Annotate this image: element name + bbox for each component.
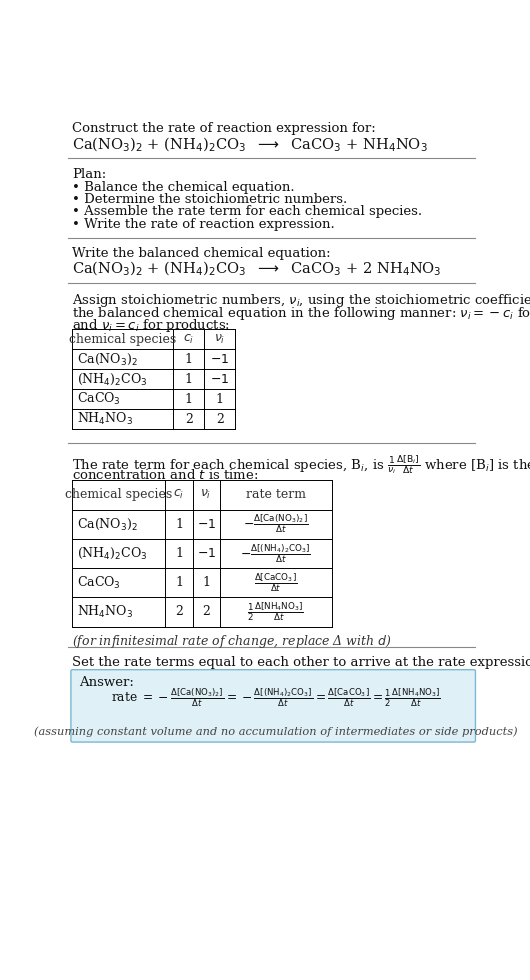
Text: CaCO$_3$: CaCO$_3$ [77,391,121,408]
Text: • Assemble the rate term for each chemical species.: • Assemble the rate term for each chemic… [73,206,422,219]
Text: Set the rate terms equal to each other to arrive at the rate expression:: Set the rate terms equal to each other t… [73,656,530,668]
Text: Plan:: Plan: [73,168,107,180]
FancyBboxPatch shape [71,669,475,742]
Text: Answer:: Answer: [78,676,134,689]
Text: 1: 1 [184,373,193,386]
Text: $-\frac{\Delta[\mathrm{Ca(NO_3)_2}]}{\Delta t}$: $-\frac{\Delta[\mathrm{Ca(NO_3)_2}]}{\De… [243,513,308,535]
Text: chemical species: chemical species [69,333,176,346]
Text: (for infinitesimal rate of change, replace Δ with $d$): (for infinitesimal rate of change, repla… [73,633,392,650]
Text: $c_i$: $c_i$ [173,488,184,502]
Text: 1: 1 [184,393,193,406]
Text: Ca(NO$_3$)$_2$ + (NH$_4$)$_2$CO$_3$  $\longrightarrow$  CaCO$_3$ + NH$_4$NO$_3$: Ca(NO$_3$)$_2$ + (NH$_4$)$_2$CO$_3$ $\lo… [73,135,428,154]
Text: $\nu_i$: $\nu_i$ [200,488,212,502]
Text: 2: 2 [216,413,224,426]
Text: $\frac{1}{2}\frac{\Delta[\mathrm{NH_4NO_3}]}{\Delta t}$: $\frac{1}{2}\frac{\Delta[\mathrm{NH_4NO_… [248,601,304,623]
Text: $\nu_i$: $\nu_i$ [214,333,225,346]
Text: Write the balanced chemical equation:: Write the balanced chemical equation: [73,247,331,260]
Text: • Write the rate of reaction expression.: • Write the rate of reaction expression. [73,218,335,230]
Text: $-\frac{\Delta[\mathrm{(NH_4)_2CO_3}]}{\Delta t}$: $-\frac{\Delta[\mathrm{(NH_4)_2CO_3}]}{\… [241,542,311,564]
Text: 1: 1 [184,353,193,366]
Text: 2: 2 [175,606,183,618]
Text: CaCO$_3$: CaCO$_3$ [77,574,121,591]
Text: the balanced chemical equation in the following manner: $\nu_i = -c_i$ for react: the balanced chemical equation in the fo… [73,305,530,321]
Text: 1: 1 [175,517,183,530]
Text: Ca(NO$_3$)$_2$: Ca(NO$_3$)$_2$ [77,352,138,367]
Text: NH$_4$NO$_3$: NH$_4$NO$_3$ [77,604,133,620]
Text: 1: 1 [175,576,183,589]
Text: chemical species: chemical species [65,488,173,502]
Text: Assign stoichiometric numbers, $\nu_i$, using the stoichiometric coefficients, $: Assign stoichiometric numbers, $\nu_i$, … [73,292,530,310]
Text: $c_i$: $c_i$ [183,333,195,346]
Text: 2: 2 [202,606,210,618]
Text: and $\nu_i = c_i$ for products:: and $\nu_i = c_i$ for products: [73,317,231,334]
Text: $-1$: $-1$ [210,353,229,366]
Text: 2: 2 [185,413,192,426]
Text: 1: 1 [216,393,224,406]
Text: $-1$: $-1$ [197,517,216,530]
Text: • Balance the chemical equation.: • Balance the chemical equation. [73,180,295,194]
Text: rate $= -\frac{\Delta[\mathrm{Ca(NO_3)_2}]}{\Delta t} = -\frac{\Delta[\mathrm{(N: rate $= -\frac{\Delta[\mathrm{Ca(NO_3)_2… [111,687,440,710]
Text: The rate term for each chemical species, B$_i$, is $\frac{1}{\nu_i}\frac{\Delta[: The rate term for each chemical species,… [73,453,530,475]
Text: Construct the rate of reaction expression for:: Construct the rate of reaction expressio… [73,122,376,135]
Text: Ca(NO$_3$)$_2$: Ca(NO$_3$)$_2$ [77,516,138,532]
Text: (NH$_4$)$_2$CO$_3$: (NH$_4$)$_2$CO$_3$ [77,371,147,387]
Text: Ca(NO$_3$)$_2$ + (NH$_4$)$_2$CO$_3$  $\longrightarrow$  CaCO$_3$ + 2 NH$_4$NO$_3: Ca(NO$_3$)$_2$ + (NH$_4$)$_2$CO$_3$ $\lo… [73,260,442,278]
Text: • Determine the stoichiometric numbers.: • Determine the stoichiometric numbers. [73,193,348,206]
Text: $-1$: $-1$ [197,547,216,560]
Text: $\frac{\Delta[\mathrm{CaCO_3}]}{\Delta t}$: $\frac{\Delta[\mathrm{CaCO_3}]}{\Delta t… [254,571,298,594]
Text: 1: 1 [202,576,210,589]
Text: 1: 1 [175,547,183,560]
Text: concentration and $t$ is time:: concentration and $t$ is time: [73,468,259,482]
Text: $-1$: $-1$ [210,373,229,386]
Text: NH$_4$NO$_3$: NH$_4$NO$_3$ [77,412,133,427]
Text: (assuming constant volume and no accumulation of intermediates or side products): (assuming constant volume and no accumul… [34,727,517,737]
Text: rate term: rate term [246,488,306,502]
Text: (NH$_4$)$_2$CO$_3$: (NH$_4$)$_2$CO$_3$ [77,546,147,561]
